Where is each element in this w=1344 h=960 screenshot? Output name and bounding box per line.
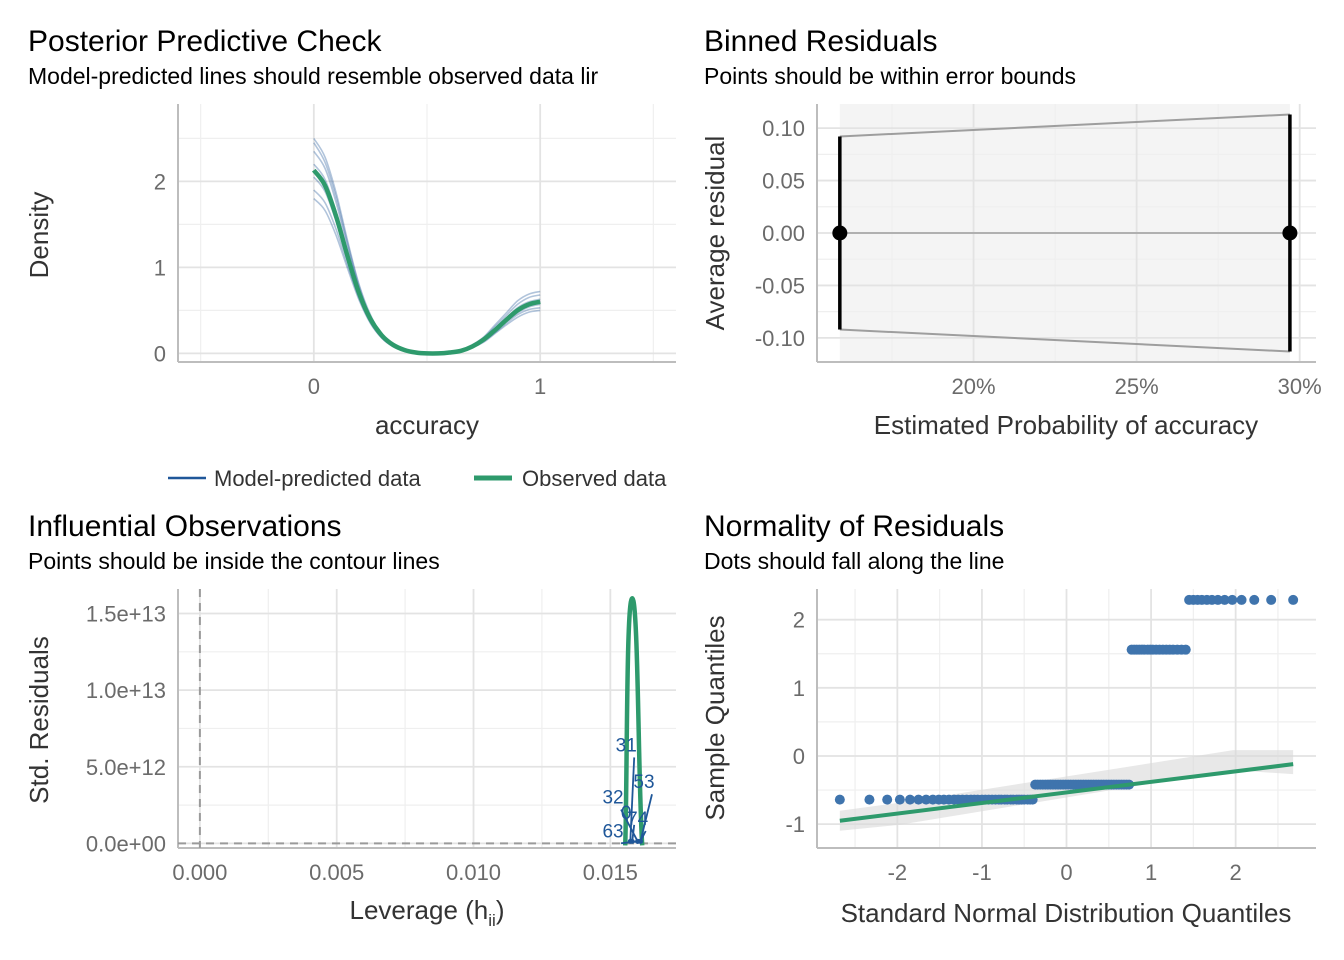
ppc-panel: Posterior Predictive Check Model-predict… [24, 25, 676, 491]
qq-point [913, 794, 924, 805]
influential-point-label: 31 [616, 735, 637, 756]
qq-point [1180, 644, 1191, 655]
qq-point [1249, 594, 1260, 605]
influential-x-tick-label: 0.015 [583, 860, 638, 885]
influential-y-axis-title: Std. Residuals [24, 636, 54, 804]
influential-panel: Influential Observations Points should b… [24, 510, 676, 930]
binned-y-tick-label: 0.00 [762, 221, 805, 246]
qq-point [864, 794, 875, 805]
binned-x-axis-title: Estimated Probability of accuracy [874, 410, 1258, 440]
qq-x-tick-label: 1 [1145, 860, 1157, 885]
influential-loess-line [622, 595, 645, 846]
binned-y-tick-label: -0.10 [755, 326, 805, 351]
binned-lower-bound [839, 328, 1290, 353]
influential-x-axis-title-main: Leverage (h [350, 895, 489, 925]
qq-point [894, 794, 905, 805]
ppc-observed-line [311, 168, 541, 356]
ppc-y-tick-label: 1 [154, 255, 166, 280]
legend-label-model: Model-predicted data [214, 466, 421, 491]
qq-reference-line [839, 762, 1294, 823]
qq-x-axis-title: Standard Normal Distribution Quantiles [841, 898, 1292, 928]
qq-point [1266, 594, 1277, 605]
qq-point [1227, 594, 1238, 605]
qq-x-tick-label: -1 [972, 860, 992, 885]
qq-plot-area: -2 -1 0 1 2 -1 0 1 2 [785, 589, 1316, 885]
binned-y-axis-title: Average residual [700, 136, 730, 331]
qq-subtitle: Dots should fall along the line [704, 548, 1004, 574]
binned-point [832, 225, 848, 241]
influential-label-connector [620, 809, 639, 842]
qq-y-tick-label: 2 [793, 608, 805, 633]
binned-upper-bound [839, 113, 1290, 138]
influential-point-label: 63 [602, 821, 623, 842]
influential-point-label: 74 [627, 809, 649, 830]
influential-x-tick-label: 0.000 [172, 860, 227, 885]
qq-point [1236, 594, 1247, 605]
influential-x-tick-label: 0.010 [446, 860, 501, 885]
influential-label-connector [639, 794, 653, 842]
influential-point [635, 838, 641, 844]
influential-x-axis-title-close: ) [496, 895, 505, 925]
binned-y-tick-label: 0.10 [762, 116, 805, 141]
binned-y-tick-label: 0.05 [762, 169, 805, 194]
influential-point-label: 53 [633, 772, 654, 793]
influential-y-tick-label: 0.0e+00 [86, 831, 166, 856]
binned-subtitle: Points should be within error bounds [704, 63, 1076, 89]
qq-point [1288, 594, 1299, 605]
influential-x-axis-title-sub: ii [488, 911, 496, 930]
qq-point [882, 794, 893, 805]
influential-point-label: 0 [621, 803, 632, 824]
qq-x-tick-label: 0 [1060, 860, 1072, 885]
influential-x-axis-title: Leverage (hii) [350, 895, 505, 930]
influential-subtitle: Points should be inside the contour line… [28, 548, 440, 574]
influential-label-connector [631, 824, 636, 842]
binned-y-tick-label: -0.05 [755, 273, 805, 298]
qq-title: Normality of Residuals [704, 510, 1004, 543]
influential-y-tick-label: 5.0e+12 [86, 755, 166, 780]
qq-point [834, 794, 845, 805]
binned-title: Binned Residuals [704, 25, 937, 58]
influential-y-tick-label: 1.0e+13 [86, 678, 166, 703]
ppc-legend: Model-predicted data Observed data [168, 466, 667, 491]
qq-point [1219, 594, 1230, 605]
qq-y-axis-title: Sample Quantiles [700, 615, 730, 820]
ppc-x-tick-label: 0 [308, 374, 320, 399]
ppc-x-axis-title: accuracy [375, 410, 479, 440]
ppc-plot-area: 0 1 0 1 2 [154, 104, 676, 399]
legend-label-observed: Observed data [522, 466, 667, 491]
ppc-y-tick-label: 0 [154, 341, 166, 366]
influential-y-tick-label: 1.5e+13 [86, 602, 166, 627]
qq-x-tick-label: 2 [1230, 860, 1242, 885]
binned-point [1282, 225, 1298, 241]
ppc-x-tick-label: 1 [534, 374, 546, 399]
qq-y-tick-label: 1 [793, 676, 805, 701]
ppc-title: Posterior Predictive Check [28, 25, 382, 58]
influential-title: Influential Observations [28, 510, 342, 543]
influential-label-connector [620, 840, 638, 845]
ppc-y-tick-label: 2 [154, 169, 166, 194]
qq-y-tick-label: 0 [793, 744, 805, 769]
influential-point-label: 32 [602, 788, 623, 809]
ppc-y-axis-title: Density [24, 192, 54, 279]
influential-plot-area: 0.000 0.005 0.010 0.015 0.0e+00 5.0e+12 1.0e+1… [86, 589, 676, 885]
qq-x-tick-label: -2 [888, 860, 908, 885]
binned-x-tick-label: 20% [952, 374, 996, 399]
binned-panel: Binned Residuals Points should be within… [700, 25, 1322, 440]
ppc-subtitle: Model-predicted lines should resemble ob… [28, 63, 599, 89]
binned-x-tick-label: 25% [1115, 374, 1159, 399]
binned-plot-area: 20% 25% 30% 0.10 0.05 0.00 -0.05 -0.10 [755, 104, 1322, 399]
qq-point [905, 794, 916, 805]
qq-y-tick-label: -1 [785, 812, 805, 837]
qq-panel: Normality of Residuals Dots should fall … [700, 510, 1316, 928]
influential-x-tick-label: 0.005 [309, 860, 364, 885]
binned-x-tick-label: 30% [1278, 374, 1322, 399]
